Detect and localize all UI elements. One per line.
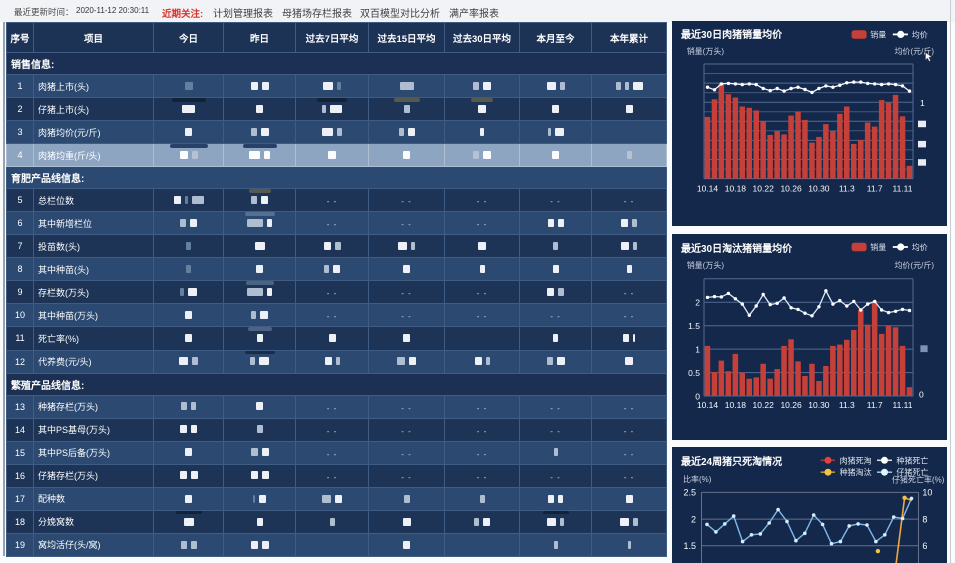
svg-text:6: 6	[922, 541, 927, 551]
svg-text:10.26: 10.26	[780, 184, 802, 194]
svg-text:10.14: 10.14	[697, 400, 719, 410]
svg-text:8: 8	[922, 514, 927, 524]
svg-text:10.30: 10.30	[808, 184, 830, 194]
svg-text:10: 10	[922, 488, 932, 498]
svg-text:仔猪死亡率(%): 仔猪死亡率(%)	[892, 475, 945, 485]
svg-text:最近30日淘汰猪销量均价: 最近30日淘汰猪销量均价	[681, 242, 793, 255]
svg-text:10.22: 10.22	[753, 400, 775, 410]
svg-text:1: 1	[920, 98, 925, 108]
svg-text:10.30: 10.30	[808, 400, 830, 410]
svg-text:均价(元/斤): 均价(元/斤)	[894, 260, 934, 270]
svg-text:11.7: 11.7	[867, 400, 883, 410]
svg-text:10.14: 10.14	[697, 184, 719, 194]
svg-text:11.7: 11.7	[867, 184, 883, 194]
svg-text:种猪死亡: 种猪死亡	[896, 455, 928, 465]
svg-text:仔猪死亡: 仔猪死亡	[896, 467, 928, 477]
svg-text:11.3: 11.3	[839, 184, 855, 194]
svg-text:2: 2	[691, 514, 696, 524]
svg-text:0: 0	[919, 390, 924, 400]
svg-text:均价: 均价	[912, 242, 928, 252]
svg-text:0.5: 0.5	[688, 368, 700, 378]
svg-text:均价(元/斤): 均价(元/斤)	[894, 46, 934, 56]
svg-text:1.5: 1.5	[683, 541, 696, 551]
svg-text:1.5: 1.5	[688, 321, 700, 331]
svg-text:销量: 销量	[870, 30, 886, 40]
svg-text:2: 2	[695, 298, 700, 308]
svg-text:0: 0	[695, 392, 700, 402]
svg-text:比率(%): 比率(%)	[683, 474, 712, 484]
svg-text:11.11: 11.11	[892, 400, 912, 410]
svg-text:10.22: 10.22	[753, 184, 775, 194]
svg-text:10.18: 10.18	[725, 400, 747, 410]
svg-text:2.5: 2.5	[683, 488, 696, 498]
svg-text:1: 1	[695, 345, 700, 355]
svg-text:销量(万头): 销量(万头)	[687, 46, 725, 56]
svg-text:11.11: 11.11	[892, 184, 912, 194]
svg-text:最近30日肉猪销量均价: 最近30日肉猪销量均价	[681, 28, 783, 41]
svg-text:10.18: 10.18	[725, 184, 747, 194]
svg-text:销量(万头): 销量(万头)	[687, 260, 725, 270]
svg-text:最近24周猪只死淘情况: 最近24周猪只死淘情况	[681, 455, 782, 468]
svg-text:销量: 销量	[870, 242, 886, 252]
svg-text:种猪淘汰: 种猪淘汰	[840, 467, 872, 477]
svg-text:均价: 均价	[912, 30, 928, 40]
svg-text:肉猪死淘: 肉猪死淘	[840, 455, 872, 465]
svg-text:11.3: 11.3	[839, 400, 855, 410]
svg-text:10.26: 10.26	[780, 400, 802, 410]
